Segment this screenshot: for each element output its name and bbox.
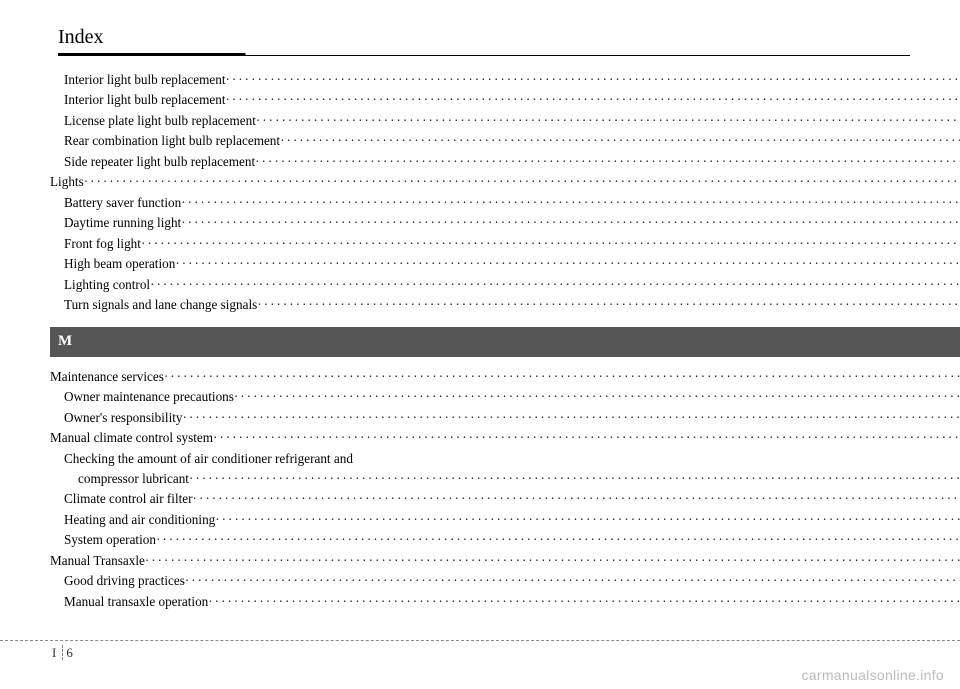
index-entry-label: Owner maintenance precautions — [64, 387, 234, 407]
leader-dots: ········································… — [150, 275, 960, 295]
index-entry-label: Manual Transaxle — [50, 551, 145, 571]
index-entry: Rear combination light bulb replacement … — [50, 131, 960, 151]
page-footer: I6 — [0, 640, 960, 661]
leader-dots: ········································… — [215, 510, 960, 530]
leader-dots: ········································… — [256, 111, 960, 131]
index-entry: Manual Transaxle ·······················… — [50, 551, 960, 571]
leader-dots: ········································… — [181, 193, 960, 213]
index-entry: Manual climate control system ··········… — [50, 428, 960, 448]
index-entry-label: Lights — [50, 172, 84, 192]
index-entry-label: Manual climate control system — [50, 428, 213, 448]
index-entry-label: Interior light bulb replacement — [64, 90, 226, 110]
index-entry-label: Lighting control — [64, 275, 150, 295]
leader-dots: ········································… — [257, 295, 960, 315]
index-entry: Battery saver function ·················… — [50, 193, 960, 213]
index-entry-label: License plate light bulb replacement — [64, 111, 256, 131]
index-entry: License plate light bulb replacement ···… — [50, 111, 960, 131]
footer-page-number: 6 — [66, 645, 73, 660]
index-entry-label: Heating and air conditioning — [64, 510, 215, 530]
index-entry: Owner maintenance precautions ··········… — [50, 387, 960, 407]
leader-dots: ········································… — [141, 234, 960, 254]
index-entry: compressor lubricant ···················… — [50, 469, 960, 489]
index-entry: Lighting control ·······················… — [50, 275, 960, 295]
index-entry-label: Rear combination light bulb replacement — [64, 131, 280, 151]
index-entry: System operation ·······················… — [50, 530, 960, 550]
index-entry-label: Checking the amount of air conditioner r… — [64, 449, 353, 469]
index-entry-label: Battery saver function — [64, 193, 181, 213]
leader-dots: ········································… — [164, 367, 960, 387]
index-entry-label: Owner's responsibility — [64, 408, 183, 428]
leader-dots: ········································… — [234, 387, 960, 407]
index-entry: Daytime running light ··················… — [50, 213, 960, 233]
leader-dots: ········································… — [255, 152, 960, 172]
index-entry: Owner's responsibility ·················… — [50, 408, 960, 428]
leader-dots: ········································… — [280, 131, 960, 151]
index-entry: Turn signals and lane change signals ···… — [50, 295, 960, 315]
leader-dots: ········································… — [193, 489, 960, 509]
leader-dots: ········································… — [189, 469, 960, 489]
index-entry: Front fog light ························… — [50, 234, 960, 254]
index-entry-label: High beam operation — [64, 254, 175, 274]
watermark-text: carmanualsonline.info — [802, 667, 945, 683]
page-header: Index — [58, 26, 910, 49]
leader-dots: ········································… — [183, 408, 960, 428]
header-rule — [58, 53, 910, 56]
index-entry-label: System operation — [64, 530, 156, 550]
index-entry: Climate control air filter ·············… — [50, 489, 960, 509]
index-columns: Interior light bulb replacement ········… — [50, 70, 910, 612]
index-entry-label: Daytime running light — [64, 213, 181, 233]
index-entry: Checking the amount of air conditioner r… — [50, 449, 960, 469]
index-entry-label: Maintenance services — [50, 367, 164, 387]
index-entry: Interior light bulb replacement ········… — [50, 70, 960, 90]
index-entry: High beam operation ····················… — [50, 254, 960, 274]
left-column: Interior light bulb replacement ········… — [50, 70, 960, 612]
index-entry-label: compressor lubricant — [78, 469, 189, 489]
index-entry: Maintenance services ···················… — [50, 367, 960, 387]
index-entry-label: Side repeater light bulb replacement — [64, 152, 255, 172]
leader-dots: ········································… — [226, 90, 960, 110]
index-entry: Heating and air conditioning ···········… — [50, 510, 960, 530]
leader-dots: ········································… — [208, 592, 960, 612]
index-entry-label: Good driving practices — [64, 571, 185, 591]
leader-dots: ········································… — [181, 213, 960, 233]
leader-dots: ········································… — [175, 254, 960, 274]
footer-section-letter: I — [52, 645, 63, 660]
index-entry-label: Interior light bulb replacement — [64, 70, 226, 90]
leader-dots: ········································… — [145, 551, 960, 571]
leader-dots: ········································… — [185, 571, 960, 591]
leader-dots: ········································… — [156, 530, 960, 550]
index-entry: Good driving practices ·················… — [50, 571, 960, 591]
index-entry: Manual transaxle operation ·············… — [50, 592, 960, 612]
index-entry: Side repeater light bulb replacement ···… — [50, 152, 960, 172]
index-entry-label: Manual transaxle operation — [64, 592, 208, 612]
index-entry-label: Turn signals and lane change signals — [64, 295, 257, 315]
index-entry: Interior light bulb replacement ········… — [50, 90, 960, 110]
leader-dots: ········································… — [84, 172, 960, 192]
index-entry: Lights ·································… — [50, 172, 960, 192]
index-entry-label: Climate control air filter — [64, 489, 193, 509]
section-letter-m: M — [50, 327, 960, 356]
index-entry-label: Front fog light — [64, 234, 141, 254]
leader-dots: ········································… — [213, 428, 960, 448]
leader-dots: ········································… — [226, 70, 960, 90]
